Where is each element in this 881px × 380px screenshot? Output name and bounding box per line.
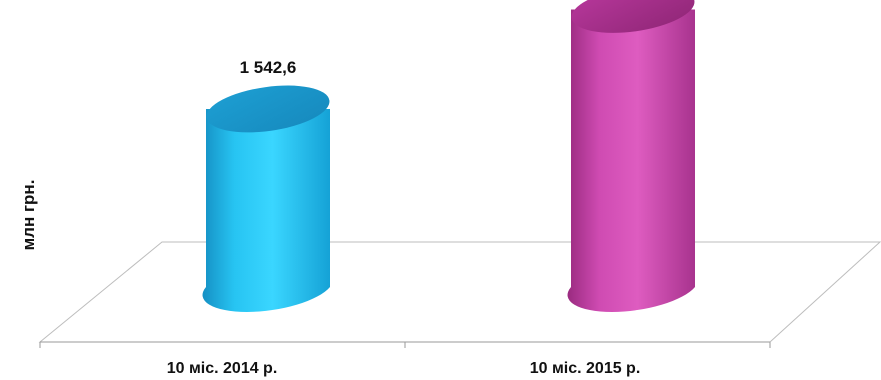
x-tick-label: 10 міс. 2015 р. [530,360,641,377]
bar-0 [202,85,330,312]
bar-body [202,108,330,312]
bar-1 [567,0,695,312]
bar-top [206,85,330,133]
labels-layer: 1 542,610 міс. 2014 р.2 405,110 міс. 201… [167,58,641,377]
y-axis-label: млн грн. [19,180,38,251]
bar-top [571,0,695,33]
bar-body [567,9,695,312]
x-tick-label: 10 міс. 2014 р. [167,360,278,377]
data-label: 1 542,6 [240,58,297,77]
chart-floor [38,241,881,343]
bars-layer [202,0,695,312]
